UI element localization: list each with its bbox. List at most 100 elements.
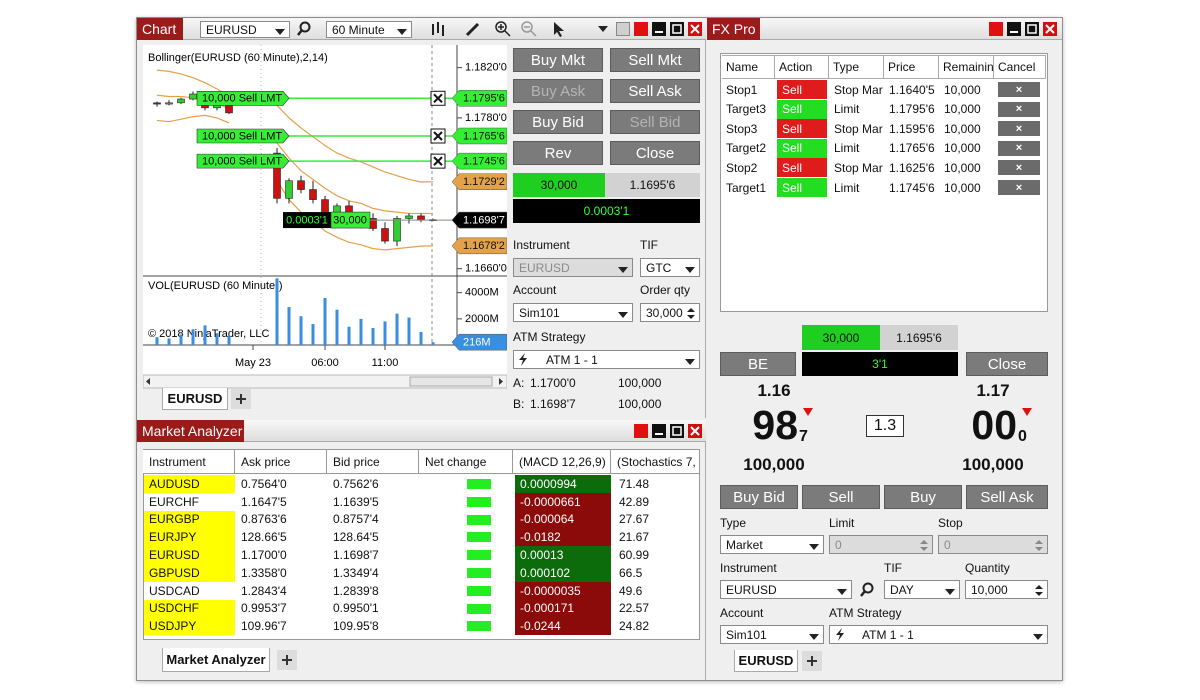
button[interactable]: Buy Ask xyxy=(513,79,603,103)
spinner-arrow[interactable] xyxy=(920,539,928,544)
window-control-min[interactable] xyxy=(1007,22,1021,36)
button[interactable]: Buy Bid xyxy=(513,110,603,134)
field-dropdown[interactable]: Market xyxy=(720,535,824,554)
window-control-grey[interactable] xyxy=(616,22,630,36)
order-action: Sell xyxy=(777,178,827,197)
field-dropdown[interactable]: EURUSD xyxy=(720,580,852,599)
window-control-red[interactable] xyxy=(634,22,648,36)
field-spinner[interactable]: 0 xyxy=(829,535,933,554)
tif-select[interactable]: GTC xyxy=(640,258,700,277)
window-control-close[interactable] xyxy=(688,424,702,438)
trade-button[interactable]: Sell xyxy=(802,485,880,509)
window-control-red[interactable] xyxy=(989,22,1003,36)
spinner-arrow[interactable] xyxy=(687,314,695,319)
button[interactable]: Buy Mkt xyxy=(513,48,603,72)
spinner-arrow[interactable] xyxy=(1035,584,1043,589)
spinner-arrow[interactable] xyxy=(920,546,928,551)
ask-cell: 1.3358'0 xyxy=(241,565,287,580)
window-title: Market Analyzer xyxy=(137,420,244,442)
qty-input[interactable]: 30,000 xyxy=(640,303,700,322)
trade-button[interactable]: Buy Bid xyxy=(720,485,798,509)
button[interactable]: Close xyxy=(610,141,700,165)
dropdown-arrow xyxy=(1033,633,1043,640)
field-dropdown[interactable]: Sim101 xyxy=(720,625,824,644)
fxpro-tab[interactable]: EURUSD xyxy=(734,650,798,672)
chart-tab[interactable]: EURUSD xyxy=(162,388,228,410)
draw-icon[interactable] xyxy=(465,21,481,37)
atm-select[interactable]: ATM 1 - 1 xyxy=(513,350,700,369)
order-cancel-x xyxy=(433,131,443,141)
spinner-arrow[interactable] xyxy=(687,307,695,312)
volume-bar xyxy=(179,334,183,345)
field-dropdown[interactable]: ATM 1 - 1 xyxy=(829,625,1048,644)
chart: Bollinger(EURUSD (60 Minute),2,14) VOL(EU… xyxy=(143,45,507,389)
window-control-close[interactable] xyxy=(1043,22,1057,36)
position-price: 1.1695'6 xyxy=(605,173,700,197)
window-control-min[interactable] xyxy=(652,424,666,438)
spinner-arrow[interactable] xyxy=(1035,591,1043,596)
order-name: Stop3 xyxy=(726,121,758,136)
field-spinner[interactable]: 10,000 xyxy=(965,580,1048,599)
field-dropdown[interactable]: DAY xyxy=(884,580,960,599)
trade-button[interactable]: Sell Ask xyxy=(966,485,1048,509)
quote-price: 1.1700'0 xyxy=(530,376,576,390)
close-button[interactable]: Close xyxy=(966,352,1048,376)
icon-part xyxy=(802,651,822,671)
instrument-cell: USDCAD xyxy=(144,581,235,600)
cancel-button[interactable]: × xyxy=(998,160,1040,176)
window-control-max[interactable] xyxy=(670,424,684,438)
bars-icon[interactable] xyxy=(430,21,446,37)
cancel-button[interactable]: × xyxy=(998,101,1040,117)
button[interactable]: Rev xyxy=(513,141,603,165)
cursor-icon[interactable] xyxy=(552,21,566,37)
instrument-select[interactable]: EURUSD xyxy=(513,258,633,277)
order-action: Sell xyxy=(777,158,827,178)
window-control-red[interactable] xyxy=(634,424,648,438)
scroll-thumb[interactable] xyxy=(409,376,493,387)
cancel-button[interactable]: × xyxy=(998,121,1040,137)
button[interactable]: Sell Ask xyxy=(610,79,700,103)
add-tab[interactable] xyxy=(277,650,297,670)
button[interactable]: Sell Mkt xyxy=(610,48,700,72)
cancel-button[interactable]: × xyxy=(998,82,1040,97)
spinner-arrow[interactable] xyxy=(1035,546,1043,551)
order-cancel-x xyxy=(433,156,443,166)
account-select[interactable]: Sim101 xyxy=(513,303,633,322)
label: Account xyxy=(513,283,557,297)
spinner-arrow[interactable] xyxy=(1035,539,1043,544)
add-tab[interactable] xyxy=(231,389,251,409)
window-control-max[interactable] xyxy=(1025,22,1039,36)
column-header: (Stochastics 7, xyxy=(611,450,700,474)
fx-search-icon[interactable] xyxy=(859,582,875,598)
window-control-max[interactable] xyxy=(670,22,684,36)
price-size: 100,000 xyxy=(962,455,1024,474)
icon-part xyxy=(524,26,537,37)
instrument-select[interactable]: EURUSD xyxy=(200,21,290,38)
dropdown-arrow xyxy=(397,28,407,35)
bid-cell: 0.9950'1 xyxy=(333,601,379,616)
field-spinner[interactable]: 0 xyxy=(938,535,1048,554)
column-header: Name xyxy=(722,55,775,79)
be-button[interactable]: BE xyxy=(720,352,796,376)
x-tick-label: 11:00 xyxy=(372,357,399,369)
add-tab[interactable] xyxy=(802,651,822,671)
zoom-in-icon[interactable] xyxy=(494,20,512,38)
label: TIF xyxy=(640,238,658,252)
bid-cell: 128.64'5 xyxy=(333,530,379,545)
instrument-cell: USDJPY xyxy=(144,617,235,636)
cancel-button[interactable]: × xyxy=(998,180,1040,195)
button[interactable]: Sell Bid xyxy=(610,110,700,134)
window-control-min[interactable] xyxy=(652,22,666,36)
window-control-close[interactable] xyxy=(688,22,702,36)
analyzer-tab[interactable]: Market Analyzer xyxy=(162,648,270,672)
menu-arrow[interactable] xyxy=(598,24,608,34)
bid-cell: 0.7562'6 xyxy=(333,476,379,491)
price-marker xyxy=(451,173,507,190)
interval-select[interactable]: 60 Minute xyxy=(326,21,412,38)
trade-button[interactable]: Buy xyxy=(884,485,962,509)
icon-part xyxy=(634,424,648,438)
zoom-out-icon[interactable] xyxy=(520,20,538,38)
cancel-button[interactable]: × xyxy=(998,140,1040,156)
title-bar xyxy=(137,420,706,442)
search-icon[interactable] xyxy=(296,21,312,37)
